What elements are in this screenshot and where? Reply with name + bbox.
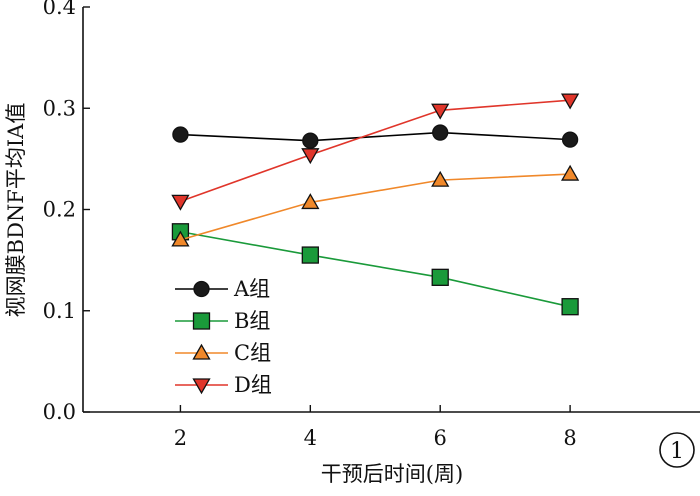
data-point bbox=[301, 148, 320, 165]
y-tick-label: 0.0 bbox=[43, 400, 76, 424]
data-point bbox=[560, 164, 580, 181]
series-line bbox=[180, 230, 571, 308]
panel-label-circle bbox=[659, 432, 695, 468]
legend-marker bbox=[192, 343, 211, 360]
legend-label: A组 bbox=[233, 277, 270, 301]
x-tick-label: 6 bbox=[434, 426, 447, 450]
data-point bbox=[560, 93, 580, 110]
y-tick-label: 0.2 bbox=[43, 198, 76, 222]
legend-marker bbox=[192, 378, 211, 395]
legend-entry: C组 bbox=[175, 341, 271, 365]
data-point bbox=[431, 103, 450, 120]
series-line bbox=[180, 99, 571, 203]
series-line bbox=[180, 173, 571, 241]
x-tick-label: 2 bbox=[174, 426, 187, 450]
data-point bbox=[431, 268, 449, 286]
legend-label: D组 bbox=[234, 373, 272, 397]
data-point bbox=[431, 170, 450, 187]
data-point bbox=[301, 193, 320, 210]
series-layer bbox=[171, 93, 580, 316]
series-3 bbox=[171, 93, 580, 211]
legend-marker bbox=[193, 280, 210, 298]
y-tick-label: 0.4 bbox=[43, 0, 76, 19]
legend-entry: B组 bbox=[175, 309, 270, 333]
data-point bbox=[301, 246, 319, 264]
axes: 0.0 0.1 0.2 0.3 0.4 2 4 6 8 bbox=[43, 0, 700, 450]
data-point bbox=[171, 230, 190, 247]
x-tick-label: 8 bbox=[563, 426, 576, 450]
legend-label: C组 bbox=[234, 341, 271, 365]
legend: A组 B组 C组 D组 bbox=[175, 277, 272, 397]
x-axis-label: 干预后时间(周) bbox=[321, 462, 463, 486]
series-1 bbox=[171, 223, 579, 316]
y-tick-label: 0.3 bbox=[43, 96, 76, 120]
legend-entry: A组 bbox=[175, 277, 270, 301]
data-point bbox=[561, 298, 579, 316]
series-0 bbox=[172, 124, 579, 149]
panel-label: 1 bbox=[670, 439, 684, 464]
legend-marker bbox=[192, 312, 211, 330]
legend-entry: D组 bbox=[175, 373, 272, 397]
x-tick-label: 4 bbox=[304, 426, 317, 450]
series-line bbox=[180, 131, 571, 142]
data-point bbox=[432, 124, 449, 141]
y-tick-label: 0.1 bbox=[43, 299, 76, 323]
data-point bbox=[561, 131, 579, 148]
series-2 bbox=[171, 164, 580, 247]
data-point bbox=[171, 194, 190, 211]
data-point bbox=[302, 132, 319, 149]
legend-label: B组 bbox=[234, 309, 270, 333]
y-axis-label: 视网膜BDNF平均IA值 bbox=[4, 103, 28, 318]
data-point bbox=[172, 126, 189, 143]
